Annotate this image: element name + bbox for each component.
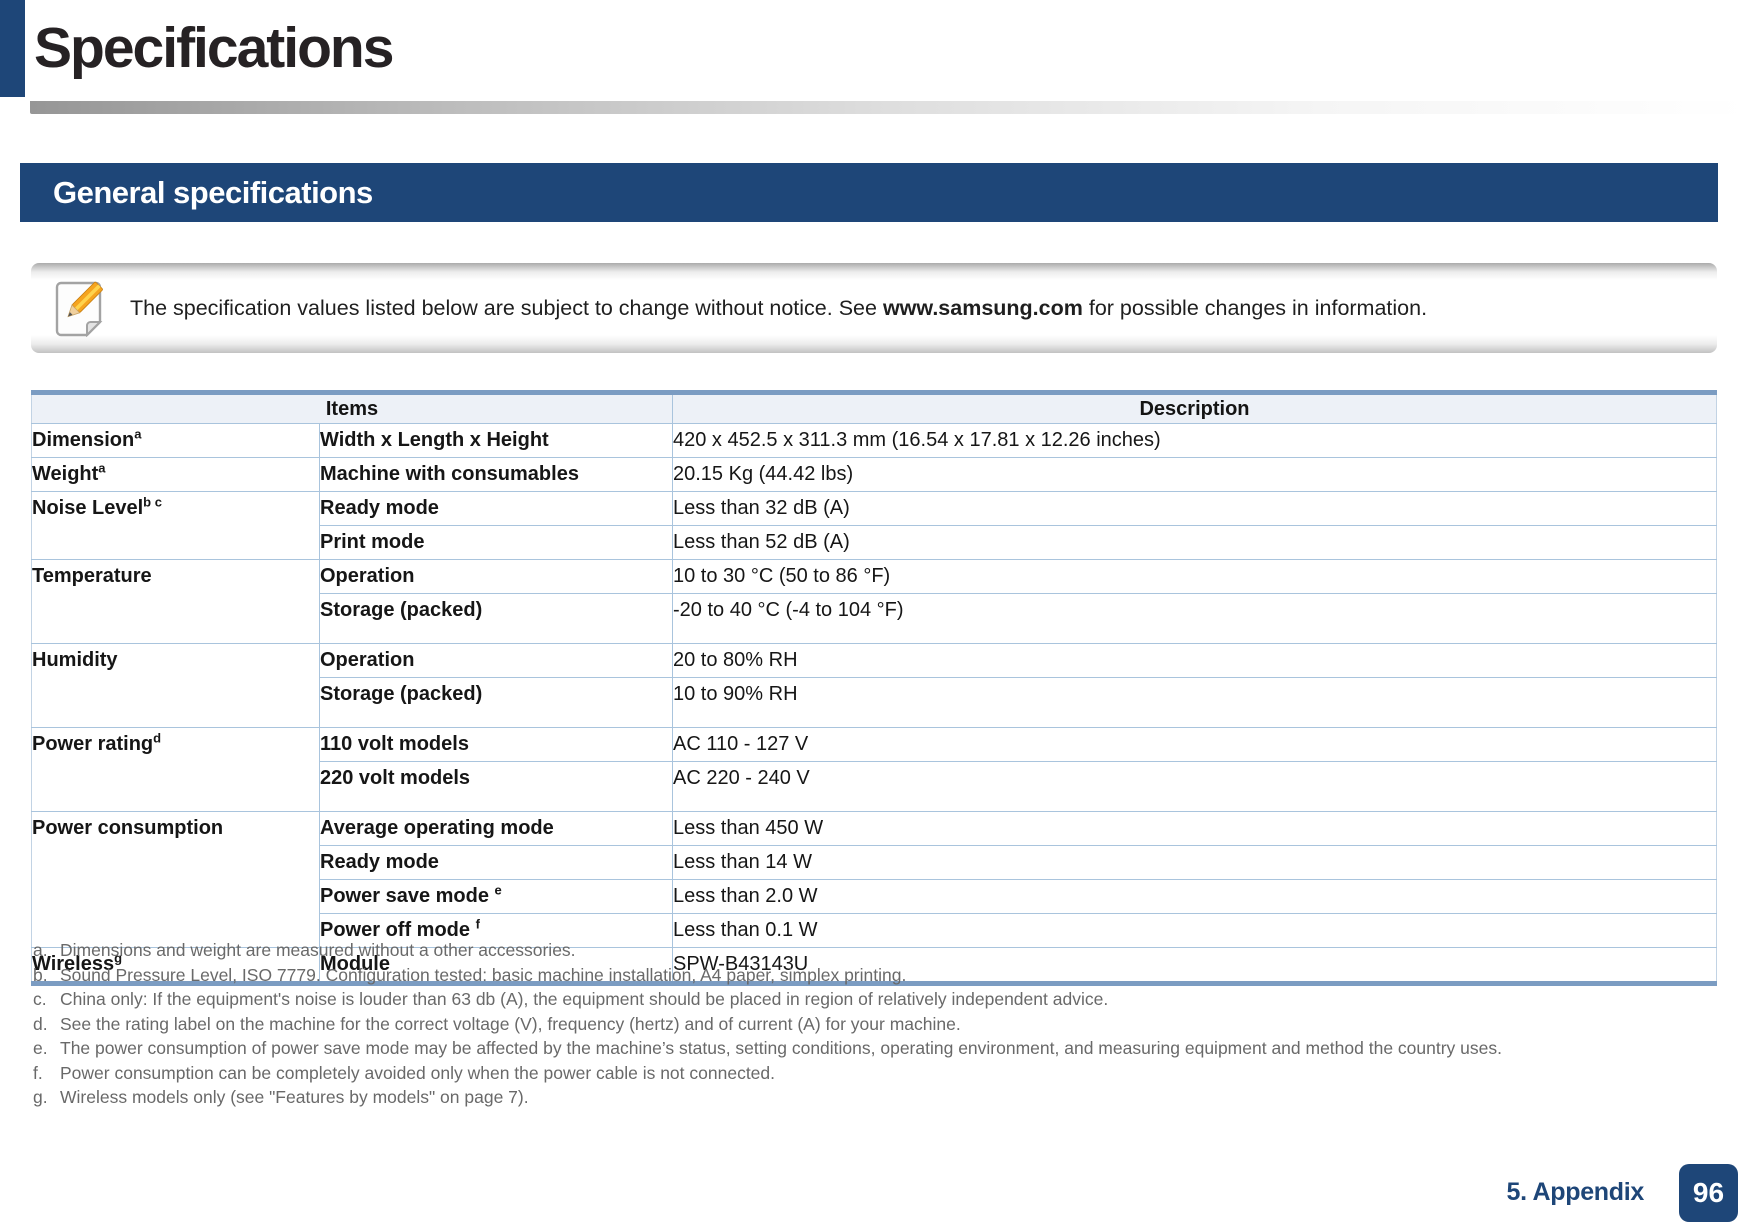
footnote-text: The power consumption of power save mode… — [60, 1038, 1502, 1058]
sub-item-cell: 220 volt models — [319, 761, 673, 812]
footnote: d. See the rating label on the machine fo… — [33, 1012, 1723, 1037]
footnote-marker: c. — [33, 989, 47, 1009]
footnote-text: See the rating label on the machine for … — [60, 1013, 961, 1034]
table-row: Humidity Operation 20 to 80% RH — [31, 643, 1717, 728]
note-pencil-icon — [55, 279, 107, 338]
sub-item-cell: Average operating mode — [319, 811, 673, 846]
value-cell: 20 to 80% RH — [672, 643, 1717, 678]
value-cell: 420 x 452.5 x 311.3 mm (16.54 x 17.81 x … — [672, 423, 1717, 458]
value-cell: Less than 0.1 W — [672, 913, 1717, 948]
value-cell: 20.15 Kg (44.42 lbs) — [672, 457, 1717, 492]
note-box: The specification values listed below ar… — [31, 263, 1717, 353]
section-title: General specifications — [53, 174, 373, 210]
sub-item-cell: Power off mode f — [319, 913, 673, 948]
spec-table: Items Description Dimensiona Width x Leng… — [31, 390, 1717, 986]
items-column-header: Items — [31, 392, 673, 424]
value-cell: Less than 52 dB (A) — [672, 525, 1717, 560]
sub-item-cell: 110 volt models — [319, 727, 673, 762]
table-row: Dimensiona Width x Length x Height 420 x 4… — [31, 423, 1717, 458]
value-cell: Less than 2.0 W — [672, 879, 1717, 914]
header-accent-bar — [0, 0, 25, 97]
value-cell: Less than 450 W — [672, 811, 1717, 846]
header-divider — [30, 101, 1748, 114]
table-row: Print mode Less than 52 dB (A) — [32, 525, 1717, 560]
value-cell: 10 to 90% RH — [672, 677, 1717, 728]
table-row: 220 volt models AC 220 - 240 V — [32, 761, 1717, 812]
value-cell: -20 to 40 °C (-4 to 104 °F) — [672, 593, 1717, 644]
sub-item-cell: Module — [319, 947, 673, 984]
spec-table-wrap: Items Description Dimensiona Width x Leng… — [31, 390, 1717, 986]
page-title: Specifications — [34, 16, 394, 80]
footnote-text: Sound Pressure Level, ISO 7779. Configur… — [60, 964, 907, 985]
sub-item-cell: Power save mode e — [319, 879, 673, 914]
sub-item-cell: Width x Length x Height — [319, 423, 673, 458]
table-row: Ready mode Less than 14 W — [32, 845, 1717, 880]
spec-table-body: Dimensiona Width x Length x Height 420 x 4… — [31, 423, 1717, 984]
table-row: Power ratingd 110 volt models AC 110 - 127… — [31, 727, 1717, 812]
table-row: Weighta Machine with consumables 20.15 Kg … — [31, 457, 1717, 492]
value-cell: AC 110 - 127 V — [672, 727, 1717, 762]
note-text-before: The specification values listed below ar… — [130, 295, 883, 320]
item-cell: Temperature — [31, 559, 320, 644]
table-row: Storage (packed) 10 to 90% RH — [32, 677, 1717, 728]
sub-item-cell: Machine with consumables — [319, 457, 673, 492]
item-cell: Noise Levelb c — [31, 491, 320, 560]
item-cell: Wirelessg — [31, 947, 320, 984]
table-row: Power save mode e Less than 2.0 W — [32, 879, 1717, 914]
description-column-header: Description — [672, 392, 1717, 424]
item-cell: Weighta — [31, 457, 320, 492]
note-text: The specification values listed below ar… — [130, 296, 1427, 321]
table-row: Noise Levelb c Ready mode Less than 32 dB … — [31, 491, 1717, 560]
sub-item-cell: Ready mode — [319, 491, 673, 526]
footnote-text: Power consumption can be completely avoi… — [60, 1062, 776, 1083]
table-row: Temperature Operation 10 to 30 °C (50 to 8… — [31, 559, 1717, 644]
page-number: 96 — [1692, 1177, 1725, 1208]
table-row: Power consumption Average operating mode L… — [31, 811, 1717, 948]
sub-item-cell: Print mode — [319, 525, 673, 560]
footnote: c. China only: If the equipment's noise i… — [33, 987, 1723, 1012]
sub-item-cell: Ready mode — [319, 845, 673, 880]
sub-item-cell: Operation — [319, 643, 673, 678]
footnote: g. Wireless models only (see "Features by… — [33, 1085, 1723, 1110]
chapter-label: 5. Appendix — [1506, 1178, 1645, 1206]
sub-item-cell: Operation — [319, 559, 673, 594]
footnote: b. Sound Pressure Level, ISO 7779. Config… — [33, 963, 1723, 988]
footnote-text: Wireless models only (see "Features by m… — [60, 1087, 529, 1107]
table-header-row: Items Description — [31, 392, 1717, 424]
footnote-marker: b. — [33, 964, 48, 985]
sub-item-cell: Storage (packed) — [319, 593, 673, 644]
value-cell: 10 to 30 °C (50 to 86 °F) — [672, 559, 1717, 594]
page-number-badge: 96 — [1679, 1164, 1738, 1222]
footnote: a. Dimensions and weight are measured wit… — [33, 938, 1723, 963]
note-text-after: for possible changes in information. — [1082, 295, 1428, 320]
footnote-marker: a. — [33, 940, 48, 960]
sub-item-cell: Storage (packed) — [319, 677, 673, 728]
footnote-marker: g. — [33, 1087, 48, 1107]
item-cell: Dimensiona — [31, 423, 320, 458]
footnotes: a. Dimensions and weight are measured wit… — [33, 938, 1723, 1110]
table-row: Storage (packed) -20 to 40 °C (-4 to 104 … — [32, 593, 1717, 644]
footnote: f. Power consumption can be completely av… — [33, 1061, 1723, 1086]
item-cell: Power consumption — [31, 811, 320, 948]
table-row: Power off mode f Less than 0.1 W — [32, 913, 1717, 948]
value-cell: Less than 32 dB (A) — [672, 491, 1717, 526]
item-cell: Humidity — [31, 643, 320, 728]
footnote-marker: f. — [33, 1062, 43, 1083]
footnote: e. The power consumption of power save mo… — [33, 1036, 1723, 1061]
value-cell: Less than 14 W — [672, 845, 1717, 880]
value-cell: AC 220 - 240 V — [672, 761, 1717, 812]
samsung-link[interactable]: www.samsung.com — [882, 295, 1083, 320]
footnote-text: China only: If the equipment's noise is … — [60, 989, 1109, 1009]
footnote-marker: d. — [33, 1013, 48, 1034]
footnote-marker: e. — [33, 1038, 48, 1058]
table-row: Wirelessg Module SPW-B43143U — [31, 947, 1717, 984]
value-cell: SPW-B43143U — [672, 947, 1717, 984]
section-banner: General specifications — [20, 163, 1718, 222]
footnote-text: Dimensions and weight are measured witho… — [60, 940, 576, 960]
item-cell: Power ratingd — [31, 727, 320, 812]
